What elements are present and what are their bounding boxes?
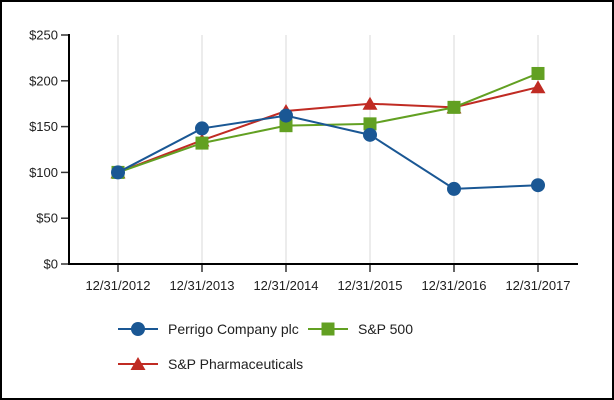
series-s-p-500 (111, 66, 545, 179)
legend-label-sp-pharmaceuticals: S&P Pharmaceuticals (168, 356, 304, 372)
series-s-p-pharmaceuticals (110, 80, 546, 179)
data-point-perrigo-company-plc (111, 165, 125, 180)
legend-marker-triangle-icon (130, 357, 146, 370)
x-axis-label: 12/31/2015 (337, 278, 402, 293)
x-axis-label: 12/31/2014 (253, 278, 318, 293)
sp-pharma-line-triangle-icon (118, 357, 158, 370)
x-axis-label: 12/31/2017 (505, 278, 570, 293)
data-point-s-p-500 (195, 136, 209, 150)
data-point-perrigo-company-plc (447, 181, 461, 196)
data-point-s-p-500 (447, 100, 461, 114)
legend-marker-circle-icon (131, 322, 145, 336)
series-line-s-p-500 (117, 72, 539, 174)
legend-marker-square-icon (321, 322, 335, 336)
y-axis-label: $150 (29, 119, 58, 134)
data-point-s-p-500 (279, 119, 293, 133)
legend-label-perrigo: Perrigo Company plc (168, 321, 299, 337)
data-point-perrigo-company-plc (279, 108, 293, 123)
y-axis-label: $100 (29, 165, 58, 180)
data-point-perrigo-company-plc (363, 127, 377, 142)
y-axis-label: $0 (44, 257, 58, 272)
x-axis-label: 12/31/2012 (85, 278, 150, 293)
data-point-s-p-500 (363, 117, 377, 131)
data-point-s-p-500 (531, 66, 545, 80)
series-perrigo-company-plc (111, 108, 545, 196)
legend-item-sp500: S&P 500 (308, 318, 413, 340)
series-line-perrigo-company-plc (117, 114, 539, 190)
data-point-s-p-pharmaceuticals (362, 96, 378, 110)
legend-item-perrigo-company-plc: Perrigo Company plc (118, 318, 308, 340)
perrigo-line-circle-icon (118, 322, 158, 336)
x-axis-label: 12/31/2016 (421, 278, 486, 293)
series-line-s-p-pharmaceuticals (117, 86, 539, 174)
y-axis-label: $200 (29, 73, 58, 88)
sp500-line-square-icon (308, 322, 348, 336)
chart-legend: Perrigo Company plc S&P 500 S&P Pharmace… (118, 318, 413, 375)
legend-label-sp500: S&P 500 (358, 321, 414, 337)
data-point-perrigo-company-plc (195, 121, 209, 136)
x-axis-label: 12/31/2013 (169, 278, 234, 293)
legend-item-sp-pharmaceuticals: S&P Pharmaceuticals (118, 353, 308, 375)
data-point-s-p-pharmaceuticals (530, 80, 546, 94)
data-point-perrigo-company-plc (531, 178, 545, 193)
y-axis-label: $250 (29, 28, 58, 43)
y-axis-label: $50 (36, 211, 58, 226)
